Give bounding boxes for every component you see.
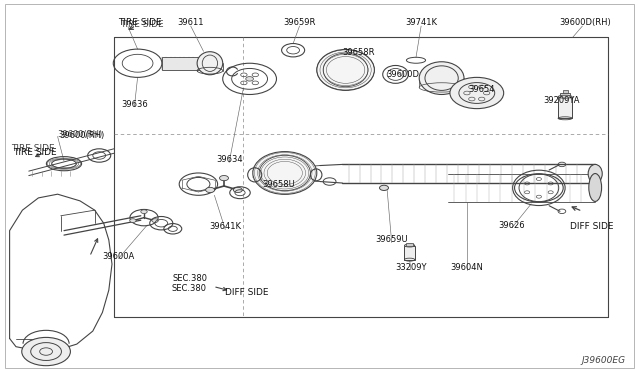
Text: 39658U: 39658U bbox=[262, 180, 295, 189]
Text: 39641K: 39641K bbox=[209, 222, 241, 231]
Ellipse shape bbox=[404, 244, 415, 247]
Circle shape bbox=[152, 219, 158, 222]
Text: 39626: 39626 bbox=[499, 221, 525, 230]
Circle shape bbox=[246, 77, 253, 81]
Ellipse shape bbox=[589, 173, 602, 202]
Text: 39636: 39636 bbox=[121, 100, 148, 109]
Text: SEC.380: SEC.380 bbox=[173, 274, 207, 283]
Text: 39600(RH): 39600(RH) bbox=[59, 131, 104, 140]
Text: TIRE SIDE: TIRE SIDE bbox=[13, 148, 56, 157]
Text: 33209Y: 33209Y bbox=[395, 263, 427, 272]
Text: DIFF SIDE: DIFF SIDE bbox=[570, 222, 613, 231]
Text: 39209YA: 39209YA bbox=[543, 96, 580, 105]
Circle shape bbox=[220, 176, 228, 181]
Text: 39611: 39611 bbox=[177, 18, 204, 27]
Text: TIRE SIDE: TIRE SIDE bbox=[120, 20, 163, 29]
Bar bbox=[406, 243, 413, 246]
Circle shape bbox=[130, 219, 136, 222]
Ellipse shape bbox=[317, 49, 374, 90]
Bar bbox=[563, 90, 568, 93]
Circle shape bbox=[380, 185, 388, 190]
Text: 39634: 39634 bbox=[216, 155, 243, 164]
Bar bbox=[404, 246, 415, 260]
Text: SEC.380: SEC.380 bbox=[172, 284, 206, 293]
Text: 39600D(RH): 39600D(RH) bbox=[559, 18, 611, 27]
Circle shape bbox=[205, 187, 214, 193]
Circle shape bbox=[450, 77, 504, 109]
Text: 39659R: 39659R bbox=[284, 18, 316, 27]
Ellipse shape bbox=[197, 52, 223, 75]
Text: 39600(RH): 39600(RH) bbox=[58, 130, 103, 139]
Ellipse shape bbox=[588, 164, 602, 183]
Bar bbox=[558, 97, 572, 118]
Text: J39600EG: J39600EG bbox=[582, 356, 626, 365]
Text: 39659U: 39659U bbox=[376, 235, 408, 244]
Text: 39654: 39654 bbox=[468, 85, 495, 94]
Circle shape bbox=[234, 187, 243, 193]
Text: TIRE SIDE: TIRE SIDE bbox=[118, 18, 162, 27]
Circle shape bbox=[22, 337, 70, 366]
Text: 39658R: 39658R bbox=[342, 48, 374, 57]
Ellipse shape bbox=[419, 62, 464, 94]
Bar bbox=[162, 57, 204, 70]
Text: DIFF SIDE: DIFF SIDE bbox=[225, 288, 268, 297]
Text: 39604N: 39604N bbox=[451, 263, 484, 272]
Text: 39600A: 39600A bbox=[102, 252, 134, 261]
Bar bbox=[560, 93, 570, 97]
Text: TIRE SIDE: TIRE SIDE bbox=[12, 144, 55, 153]
Ellipse shape bbox=[558, 95, 572, 98]
Text: 39600D: 39600D bbox=[387, 70, 420, 79]
Ellipse shape bbox=[253, 152, 317, 194]
Text: 39741K: 39741K bbox=[405, 18, 437, 27]
Circle shape bbox=[141, 210, 147, 214]
